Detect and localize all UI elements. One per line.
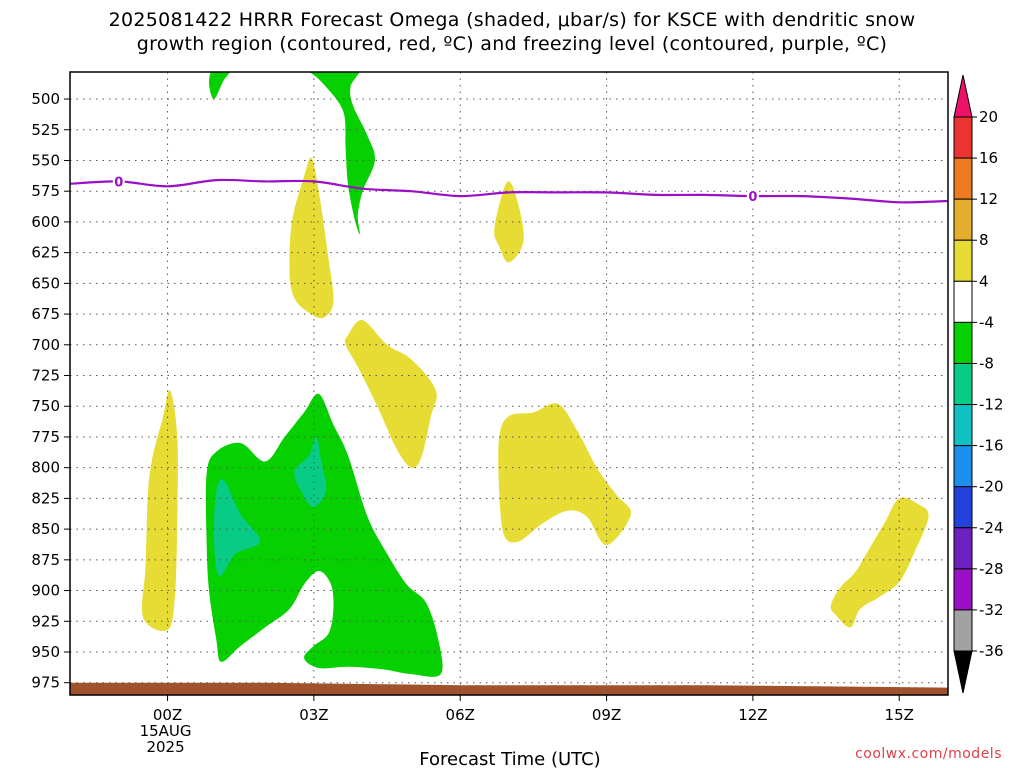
omega-shading-layer — [141, 72, 929, 677]
omega-pos-4-8-region-5 — [830, 497, 929, 628]
colorbar-label-4: 4 — [979, 272, 989, 290]
plot-frame — [69, 71, 949, 696]
colorbar: 20 16 12 8 4 -4 -8 -12 -16 -20 -24 -28 -32 -36 — [953, 74, 1004, 694]
colorbar-band-4 — [953, 239, 973, 282]
freezing-level-label-0: 0 — [114, 175, 123, 190]
colorbar-label-13: -36 — [979, 642, 1004, 660]
y-tick-label-925: 925 — [31, 612, 60, 630]
omega-neg-4-8-region-8 — [205, 393, 443, 677]
colorbar-band-3 — [953, 198, 973, 241]
x-tick-label-09Z: 09Z — [592, 706, 621, 724]
y-tick-label-675: 675 — [31, 305, 60, 323]
colorbar-label-5: -4 — [979, 313, 994, 331]
y-tick-label-575: 575 — [31, 182, 60, 200]
y-tick-label-725: 725 — [31, 367, 60, 385]
x-tick-label-03Z: 03Z — [299, 706, 328, 724]
colorbar-band-10 — [953, 486, 973, 529]
freezing-level-label-bg-0 — [112, 173, 125, 190]
y-tick-label-850: 850 — [31, 520, 60, 538]
omega-pos-4-8-region-3 — [141, 389, 178, 631]
omega-neg-8-12-region-10 — [294, 436, 327, 508]
freezing-level-line — [69, 178, 949, 204]
x-tick-label-12Z: 12Z — [738, 706, 767, 724]
y-tick-label-775: 775 — [31, 428, 60, 446]
colorbar-label-2: 12 — [979, 190, 998, 208]
terrain-fill — [70, 682, 948, 695]
colorbar-band-5 — [953, 280, 973, 323]
y-tick-label-750: 750 — [31, 397, 60, 415]
colorbar-band-12 — [953, 568, 973, 611]
colorbar-label-8: -16 — [979, 437, 1004, 455]
y-tick-label-550: 550 — [31, 151, 60, 169]
x-tick-sublabel-0: 15AUG — [140, 722, 192, 740]
colorbar-arrow-bottom — [953, 650, 973, 694]
x-axis-title: Forecast Time (UTC) — [419, 749, 600, 768]
chart-title-line-1: 2025081422 HRRR Forecast Omega (shaded, … — [108, 9, 916, 31]
y-tick-label-500: 500 — [31, 90, 60, 108]
y-tick-label-650: 650 — [31, 274, 60, 292]
x-tick-label-00Z: 00Z — [153, 706, 182, 724]
colorbar-label-1: 16 — [979, 149, 998, 167]
freezing-level-label-1: 0 — [748, 190, 757, 205]
freezing-level-label-bg-1 — [746, 188, 759, 205]
colorbar-label-0: 20 — [979, 108, 998, 126]
y-tick-label-625: 625 — [31, 244, 60, 262]
freezing-level-layer: 00 — [69, 173, 949, 205]
x-tick-label-15Z: 15Z — [885, 706, 914, 724]
colorbar-label-9: -20 — [979, 478, 1004, 496]
y-tick-label-825: 825 — [31, 489, 60, 507]
y-tick-label-875: 875 — [31, 551, 60, 569]
colorbar-band-8 — [953, 404, 973, 447]
y-tick-label-700: 700 — [31, 336, 60, 354]
colorbar-label-12: -32 — [979, 601, 1004, 619]
y-tick-label-900: 900 — [31, 582, 60, 600]
omega-pos-4-8-region-1 — [494, 181, 524, 263]
colorbar-band-1 — [953, 116, 973, 159]
colorbar-band-7 — [953, 362, 973, 406]
y-tick-label-950: 950 — [31, 643, 60, 661]
omega-pos-4-8-region-2 — [344, 320, 437, 469]
colorbar-band-6 — [953, 321, 973, 364]
y-axis: 500 525 550 575 600 625 650 675 700 725 750 775 800 8… — [31, 90, 70, 692]
colorbar-arrow-top — [953, 74, 973, 118]
omega-pos-4-8-region-0 — [289, 157, 334, 319]
credit-link[interactable]: coolwx.com/models — [855, 746, 1002, 762]
colorbar-label-3: 8 — [979, 231, 989, 249]
colorbar-band-11 — [953, 527, 973, 570]
colorbar-band-2 — [953, 157, 973, 200]
x-tick-sublabel-1: 2025 — [146, 738, 184, 756]
terrain-layer — [70, 682, 948, 695]
colorbar-band-13 — [953, 609, 973, 652]
colorbar-label-7: -12 — [979, 396, 1004, 414]
colorbar-label-11: -28 — [979, 560, 1004, 578]
chart-title-line-2: growth region (contoured, red, ºC) and f… — [136, 33, 888, 55]
y-tick-label-975: 975 — [31, 674, 60, 692]
y-tick-label-800: 800 — [31, 459, 60, 477]
y-tick-label-525: 525 — [31, 121, 60, 139]
colorbar-band-9 — [953, 445, 973, 488]
colorbar-label-10: -24 — [979, 519, 1004, 537]
omega-neg-4-8-region-7 — [309, 72, 375, 235]
omega-neg-4-8-region-6 — [208, 72, 231, 99]
colorbar-label-6: -8 — [979, 354, 994, 372]
grid-layer — [70, 72, 948, 695]
y-tick-label-600: 600 — [31, 213, 60, 231]
omega-neg-8-12-region-9 — [213, 478, 261, 577]
chart-title: 2025081422 HRRR Forecast Omega (shaded, … — [0, 8, 1024, 56]
x-tick-label-06Z: 06Z — [446, 706, 475, 724]
omega-pos-4-8-region-4 — [498, 403, 632, 546]
